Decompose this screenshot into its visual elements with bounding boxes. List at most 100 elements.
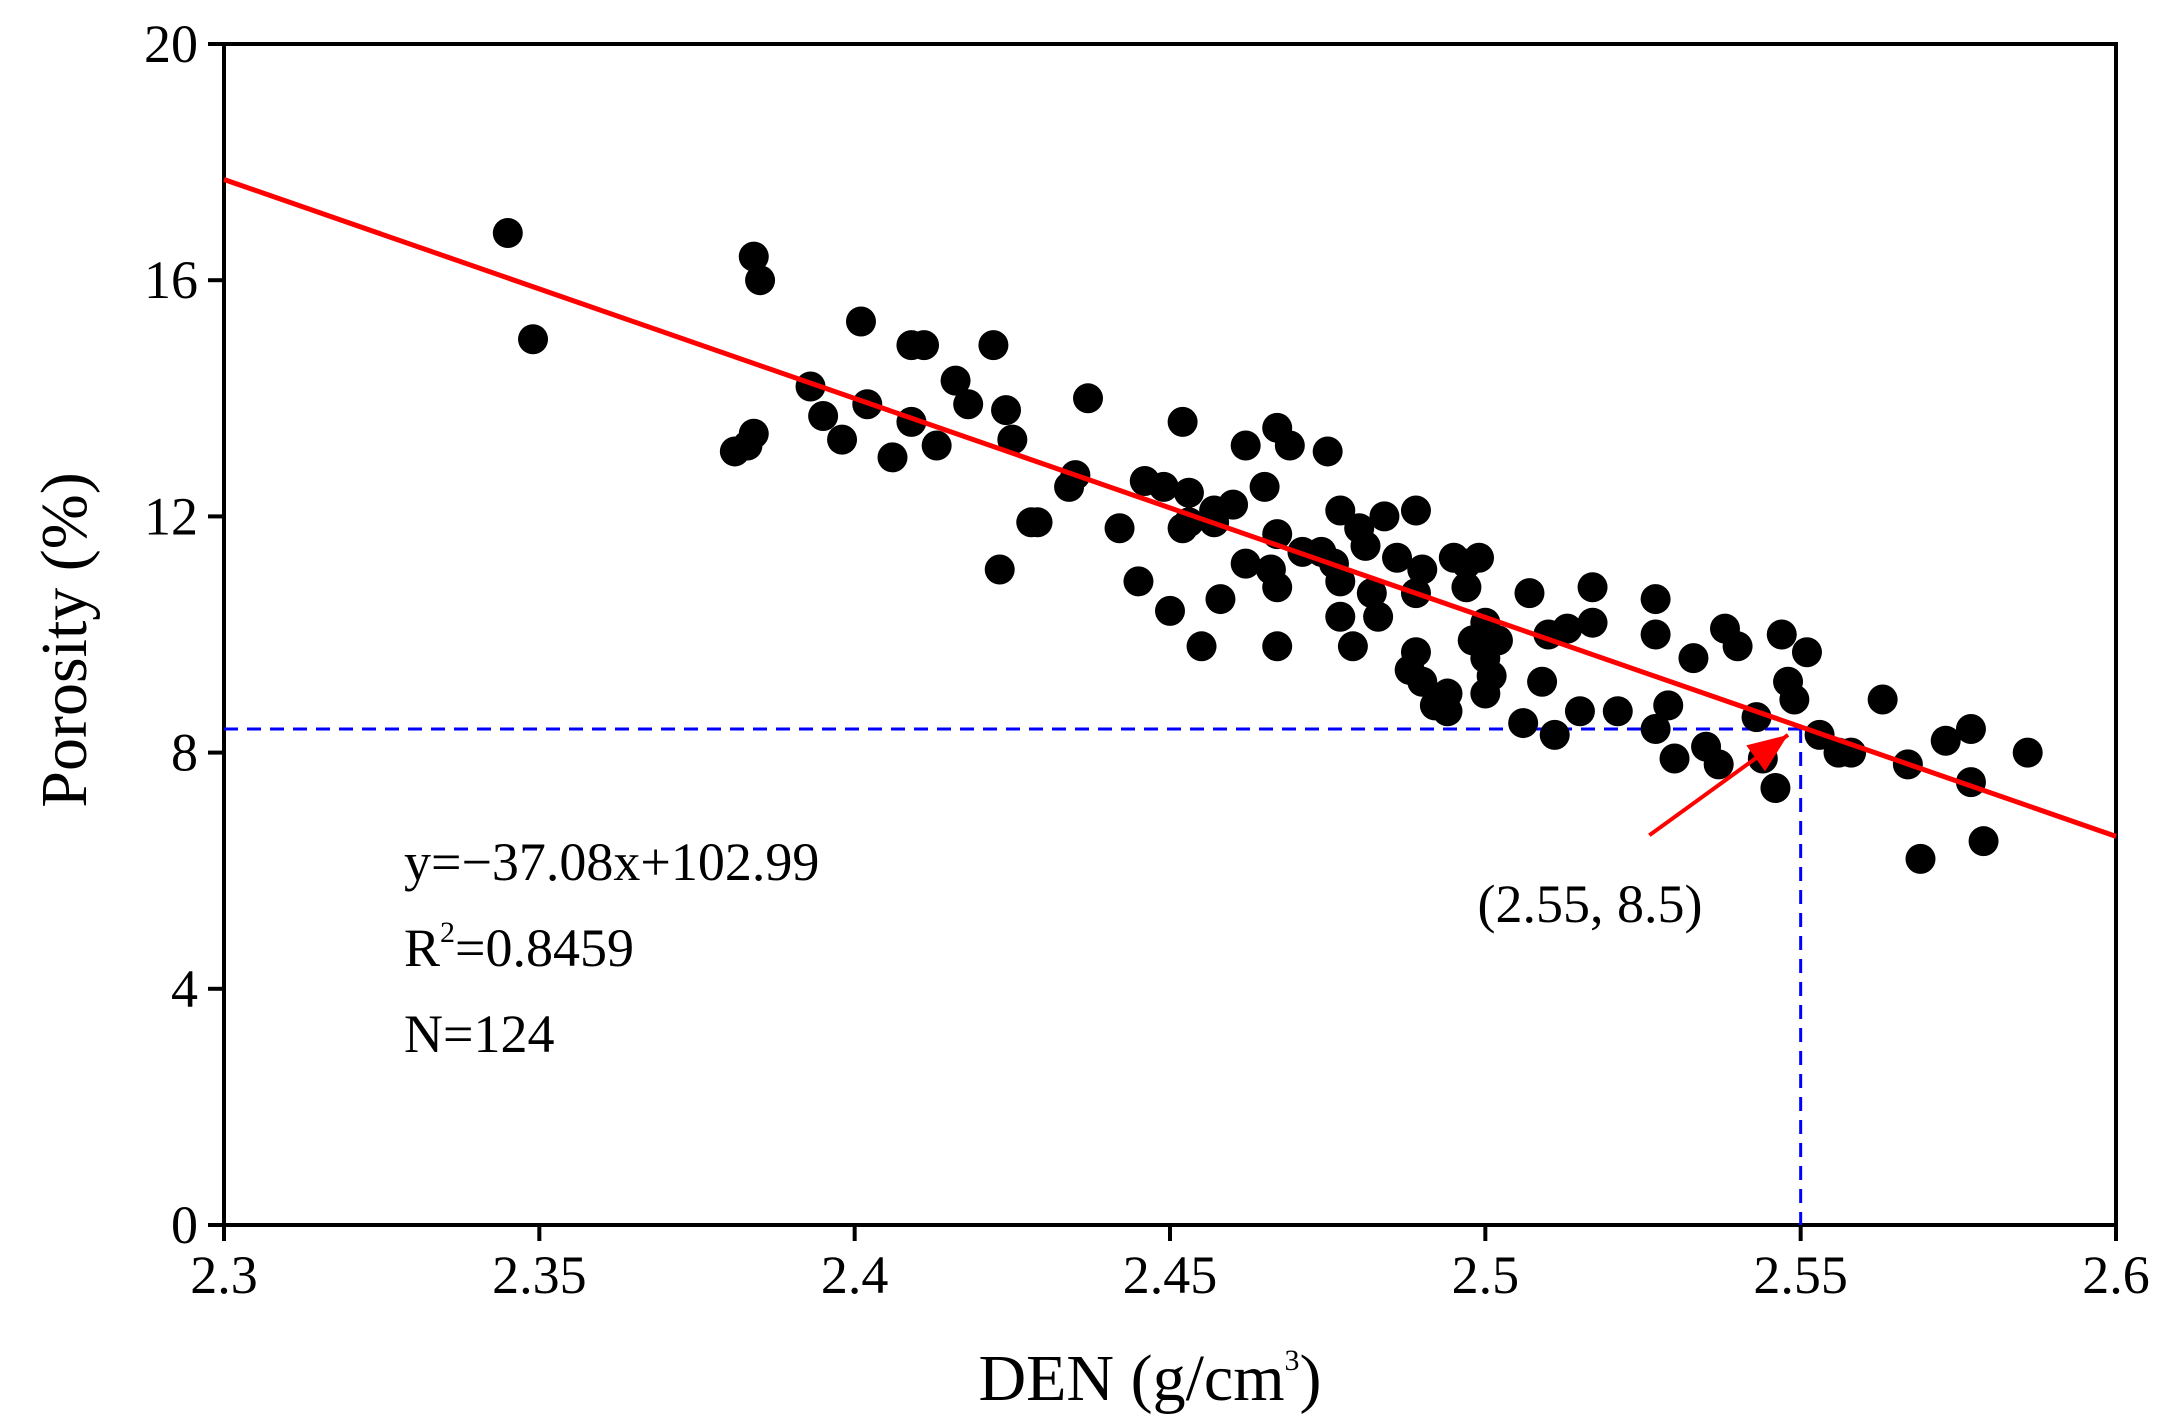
data-point <box>997 424 1028 455</box>
data-point <box>1400 495 1431 526</box>
reference-lines <box>224 727 1803 1225</box>
data-point <box>1432 696 1463 727</box>
y-axis-ticks: 0 4 8 12 16 20 <box>144 14 224 1255</box>
data-point <box>1363 601 1394 632</box>
data-point <box>940 365 971 396</box>
annotation-arrow-head <box>1746 734 1789 772</box>
data-point <box>984 554 1015 585</box>
data-point <box>745 265 776 296</box>
data-point <box>1262 572 1293 603</box>
data-point <box>1703 749 1734 780</box>
data-point <box>1407 666 1438 697</box>
data-point <box>1104 513 1135 544</box>
data-point <box>1955 713 1986 744</box>
data-point <box>1369 501 1400 532</box>
data-point <box>1678 643 1709 674</box>
data-point <box>808 401 839 432</box>
data-point <box>1451 572 1482 603</box>
data-point <box>1218 489 1249 520</box>
x-axis-title: DEN (g/cm3) <box>978 1342 1321 1415</box>
data-point <box>1791 637 1822 668</box>
regression-equation: y=−37.08x+102.99 <box>404 832 819 892</box>
x-tick-label: 2.35 <box>492 1245 587 1305</box>
x-tick-label: 2.6 <box>2082 1245 2150 1305</box>
data-point <box>1508 708 1539 739</box>
x-axis-ticks: 2.3 2.35 2.4 2.45 2.5 2.55 2.6 <box>190 1225 2150 1305</box>
data-point <box>991 395 1022 426</box>
x-tick-label: 2.55 <box>1753 1245 1848 1305</box>
y-tick-label: 12 <box>144 486 198 546</box>
data-point <box>1382 542 1413 573</box>
data-point <box>1539 719 1570 750</box>
data-point <box>953 389 984 420</box>
data-point <box>1482 625 1513 656</box>
data-point <box>921 430 952 461</box>
x-tick-label: 2.3 <box>190 1245 258 1305</box>
data-point <box>1602 696 1633 727</box>
data-point <box>845 306 876 337</box>
data-point <box>1249 471 1280 502</box>
data-point <box>1123 566 1154 597</box>
data-point <box>1779 684 1810 715</box>
data-point <box>2012 737 2043 768</box>
data-point <box>1262 631 1293 662</box>
data-point <box>1274 430 1305 461</box>
data-point <box>1148 471 1179 502</box>
data-point <box>492 217 523 248</box>
data-point <box>1230 548 1261 579</box>
data-point <box>1464 542 1495 573</box>
data-point <box>1564 696 1595 727</box>
sample-count-label: N=124 <box>404 1004 554 1064</box>
data-point <box>1476 660 1507 691</box>
data-point <box>1930 725 1961 756</box>
data-point <box>909 330 940 361</box>
data-point <box>1722 631 1753 662</box>
data-point <box>1659 743 1690 774</box>
data-point <box>1173 477 1204 508</box>
data-point <box>1230 430 1261 461</box>
y-tick-label: 20 <box>144 14 198 74</box>
data-point <box>1527 666 1558 697</box>
data-point <box>1577 607 1608 638</box>
data-point <box>1407 554 1438 585</box>
data-point <box>978 330 1009 361</box>
data-point <box>1968 826 1999 857</box>
x-tick-label: 2.5 <box>1452 1245 1520 1305</box>
data-point <box>1325 566 1356 597</box>
data-point <box>877 442 908 473</box>
data-points <box>492 217 2043 874</box>
data-point <box>827 424 858 455</box>
data-point <box>1325 495 1356 526</box>
data-point <box>1514 578 1545 609</box>
y-tick-label: 16 <box>144 250 198 310</box>
data-point <box>1867 684 1898 715</box>
data-point <box>738 418 769 449</box>
data-point <box>1400 637 1431 668</box>
y-axis-title: Porosity (%) <box>28 472 101 807</box>
data-point <box>1356 578 1387 609</box>
regression-line-group <box>223 177 2117 839</box>
data-point <box>1337 631 1368 662</box>
data-point <box>1640 584 1671 615</box>
reference-point-label: (2.55, 8.5) <box>1478 874 1703 934</box>
data-point <box>1640 713 1671 744</box>
data-point <box>1760 773 1791 804</box>
regression-line <box>223 177 2117 839</box>
y-tick-label: 0 <box>171 1195 198 1255</box>
data-point <box>1186 631 1217 662</box>
y-tick-label: 4 <box>171 959 198 1019</box>
data-point <box>1577 572 1608 603</box>
data-point <box>1350 530 1381 561</box>
data-point <box>738 241 769 272</box>
data-point <box>1073 383 1104 414</box>
data-point <box>1167 406 1198 437</box>
x-tick-label: 2.4 <box>821 1245 889 1305</box>
y-tick-label: 8 <box>171 723 198 783</box>
x-tick-label: 2.45 <box>1123 1245 1218 1305</box>
data-point <box>1022 507 1053 538</box>
data-point <box>1552 613 1583 644</box>
data-point <box>1325 601 1356 632</box>
data-point <box>518 324 549 355</box>
data-point <box>1766 619 1797 650</box>
